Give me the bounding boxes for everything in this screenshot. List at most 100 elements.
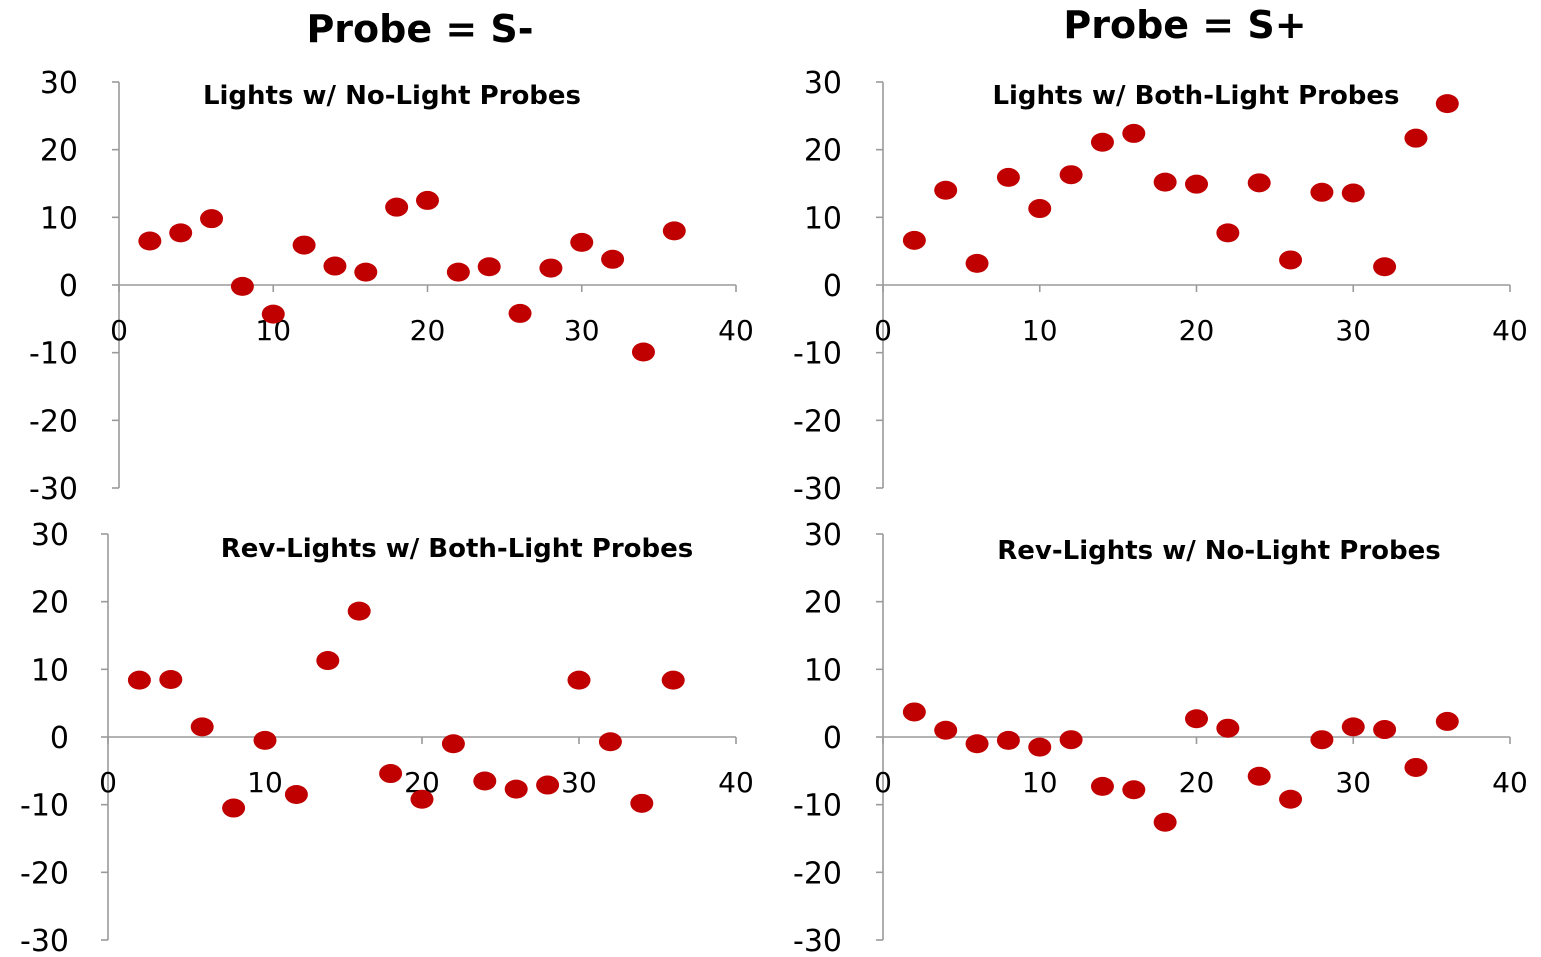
data-point	[477, 257, 501, 277]
y-tick-label: -20	[29, 404, 78, 439]
data-point	[996, 730, 1020, 750]
data-point	[200, 209, 224, 229]
data-point	[1216, 223, 1240, 243]
data-point	[1435, 94, 1459, 114]
data-point	[508, 303, 532, 323]
data-point	[1153, 172, 1177, 192]
data-point	[630, 793, 654, 813]
data-point	[1185, 174, 1208, 194]
y-tick-label: 20	[40, 134, 78, 169]
data-point	[1090, 132, 1114, 152]
x-tick-label: 30	[564, 314, 600, 347]
data-point	[902, 702, 926, 722]
x-tick-label: 30	[561, 766, 597, 799]
y-tick-label: 10	[31, 653, 69, 688]
data-point	[567, 670, 591, 690]
data-point	[1059, 165, 1083, 185]
data-point	[1310, 182, 1334, 202]
scatter-panel-rev-lights-no-light-probes: Rev-Lights w/ No-Light Probes 30 20 10 0 -10 -…	[793, 518, 1528, 957]
data-point	[347, 601, 371, 621]
y-tick-label: 30	[31, 518, 69, 553]
data-point	[1028, 737, 1052, 757]
data-point	[1153, 812, 1177, 832]
data-point	[1122, 780, 1146, 800]
scatter-panel-lights-no-light-probes: Lights w/ No-Light Probes 30 20 10 0 -10 -20 -3…	[29, 66, 754, 507]
x-tick-label: 0	[99, 766, 117, 799]
x-tick-label: 20	[1179, 314, 1215, 347]
data-point	[446, 262, 470, 282]
x-tick-label: 0	[874, 314, 892, 347]
data-point	[169, 223, 193, 243]
y-tick-label: 30	[804, 66, 842, 101]
scatter-panel-lights-both-light-probes: Lights w/ Both-Light Probes 30 20 10 0 -10 -20…	[793, 66, 1528, 507]
y-tick-label: -30	[793, 472, 842, 507]
y-tick-label: -30	[20, 924, 69, 957]
data-point	[902, 230, 926, 250]
data-point	[222, 798, 246, 818]
y-tick-label: 10	[804, 653, 842, 688]
data-point	[601, 249, 625, 269]
data-point	[662, 221, 686, 241]
x-tick-label: 40	[718, 314, 754, 347]
data-point	[1247, 766, 1271, 786]
x-tick-label: 0	[110, 314, 128, 347]
data-point	[1059, 730, 1083, 750]
data-point	[631, 342, 655, 362]
x-tick-label: 30	[1335, 766, 1371, 799]
scatter-panel-rev-lights-both-light-probes: Rev-Lights w/ Both-Light Probes 30 20 10 0 -1…	[20, 518, 754, 957]
x-tick-label: 40	[1492, 314, 1528, 347]
data-point	[1028, 199, 1052, 219]
y-tick-label: 10	[804, 201, 842, 236]
data-point	[1310, 730, 1334, 750]
x-tick-label: 40	[718, 766, 754, 799]
data-point	[292, 235, 316, 255]
x-tick-label: 20	[410, 314, 446, 347]
x-tick-label: 10	[1022, 766, 1058, 799]
data-point	[1279, 789, 1303, 809]
data-point	[1404, 128, 1428, 148]
y-tick-label: -10	[793, 789, 842, 824]
data-point	[1373, 257, 1397, 277]
panel-title: Lights w/ Both-Light Probes	[992, 81, 1399, 111]
data-point	[416, 190, 439, 210]
x-tick-label: 0	[874, 766, 892, 799]
data-point	[473, 771, 497, 791]
data-point	[354, 262, 378, 282]
data-point	[316, 651, 340, 671]
column-title-probe-s-minus: Probe = S-	[306, 7, 533, 51]
data-point	[1404, 757, 1428, 777]
y-tick-label: 0	[823, 269, 842, 304]
y-tick-label: -20	[20, 856, 69, 891]
panel-title: Lights w/ No-Light Probes	[203, 81, 581, 111]
data-point	[127, 670, 151, 690]
data-point	[1185, 709, 1208, 729]
data-point	[253, 730, 277, 750]
y-tick-label: 0	[823, 721, 842, 756]
y-tick-label: -30	[29, 472, 78, 507]
data-point	[539, 258, 563, 278]
y-tick-label: 30	[40, 66, 78, 101]
data-point	[1090, 776, 1114, 796]
y-tick-label: 20	[31, 586, 69, 621]
x-tick-label: 20	[1179, 766, 1215, 799]
data-point	[323, 256, 347, 276]
x-tick-label: 30	[1335, 314, 1371, 347]
x-tick-label: 40	[1492, 766, 1528, 799]
data-point	[261, 304, 285, 324]
data-point	[1341, 717, 1365, 737]
data-point	[1435, 711, 1459, 731]
data-point	[1341, 183, 1365, 203]
data-point	[598, 732, 622, 752]
y-tick-label: 0	[59, 269, 78, 304]
data-point	[934, 720, 958, 740]
y-tick-label: -10	[20, 789, 69, 824]
data-point	[965, 253, 989, 273]
data-point	[1247, 173, 1271, 193]
column-title-probe-s-plus: Probe = S+	[1063, 3, 1306, 47]
data-point	[504, 779, 528, 799]
data-point	[284, 785, 308, 805]
data-point	[996, 167, 1020, 187]
y-tick-label: 20	[804, 586, 842, 621]
data-point	[230, 276, 254, 296]
panel-title: Rev-Lights w/ No-Light Probes	[997, 536, 1440, 566]
